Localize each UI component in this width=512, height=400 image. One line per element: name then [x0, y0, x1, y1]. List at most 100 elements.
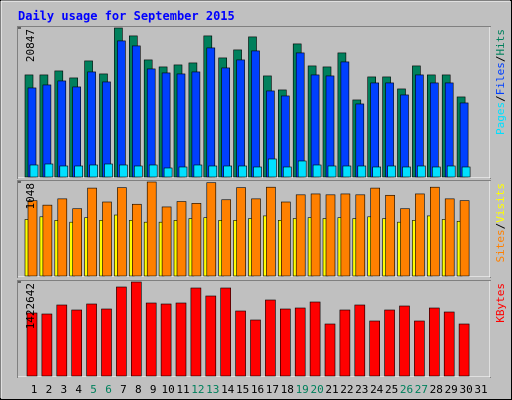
y-tick-label: 1048	[24, 183, 37, 210]
x-tick-label: 10	[161, 383, 174, 396]
bar	[446, 165, 456, 178]
bar	[282, 166, 292, 178]
bar	[146, 68, 156, 178]
bar	[279, 308, 291, 377]
legend-separator: /	[494, 95, 507, 102]
legend-entry: Files	[494, 62, 507, 95]
bar	[355, 194, 366, 277]
bar	[459, 200, 470, 277]
bar	[414, 320, 425, 377]
bar	[102, 201, 112, 277]
bar	[251, 50, 260, 178]
y-tick-label: 20847	[24, 29, 37, 62]
bar	[57, 198, 68, 277]
x-tick-label: 9	[150, 383, 157, 396]
x-tick-label: 24	[370, 383, 384, 396]
bar	[266, 186, 276, 277]
bar	[191, 203, 202, 277]
x-tick-label: 18	[281, 383, 294, 396]
bar	[132, 45, 141, 178]
x-tick-label: 21	[325, 383, 338, 396]
x-tick-label: 7	[120, 383, 127, 396]
legend-entry: Visits	[494, 183, 507, 223]
bar	[238, 165, 247, 178]
bar	[206, 182, 217, 277]
bar	[102, 81, 111, 178]
x-tick-label: 4	[75, 383, 82, 396]
bar	[280, 201, 291, 277]
bar	[236, 59, 245, 178]
bar	[59, 165, 69, 178]
bar	[431, 166, 441, 178]
bar	[428, 307, 440, 377]
bar	[208, 165, 218, 178]
x-tick-label: 28	[430, 383, 443, 396]
bar	[101, 308, 112, 377]
bar	[415, 74, 424, 178]
bar	[325, 75, 335, 178]
bar	[354, 304, 366, 377]
x-tick-label: 1	[31, 383, 38, 396]
bar	[417, 165, 426, 178]
bar	[191, 71, 201, 178]
x-tick-label: 30	[459, 383, 472, 396]
x-tick-label: 11	[176, 383, 189, 396]
bar	[294, 307, 306, 377]
bar	[400, 94, 409, 178]
x-tick-label: 3	[60, 383, 67, 396]
bar	[175, 302, 187, 377]
bar	[415, 193, 425, 277]
x-tick-label: 17	[266, 383, 279, 396]
bar	[309, 301, 321, 377]
bar	[444, 82, 454, 178]
bar	[86, 303, 97, 377]
bar	[297, 160, 307, 178]
bar	[148, 164, 158, 178]
bar	[325, 194, 336, 277]
bar	[223, 165, 232, 178]
bar	[220, 287, 231, 377]
bar	[117, 187, 127, 277]
bar	[146, 181, 157, 277]
bar	[163, 167, 173, 178]
bar	[458, 323, 470, 377]
bar	[87, 187, 97, 277]
bar	[161, 206, 172, 277]
bar	[370, 82, 380, 178]
bar	[268, 158, 277, 178]
x-tick-label: 16	[251, 383, 264, 396]
bar	[310, 193, 321, 277]
x-tick-label: 31	[474, 383, 487, 396]
bar	[26, 312, 38, 377]
x-tick-label: 27	[415, 383, 428, 396]
bar	[369, 320, 381, 377]
x-tick-label: 26	[400, 383, 413, 396]
bar	[295, 194, 306, 277]
bar	[312, 164, 322, 178]
x-tick-label: 23	[355, 383, 368, 396]
legend-entry: Hits	[494, 29, 507, 56]
x-tick-label: 15	[236, 383, 249, 396]
bar	[385, 194, 395, 277]
bar	[42, 204, 53, 277]
bar	[44, 163, 54, 178]
bar	[72, 208, 82, 277]
bar	[41, 313, 53, 377]
bar	[235, 310, 246, 377]
bar	[340, 61, 350, 178]
bar	[119, 164, 128, 178]
bar	[265, 299, 276, 377]
bar	[117, 40, 126, 178]
legend-entry: Sites	[494, 229, 507, 262]
bar	[71, 309, 82, 377]
legend-separator: /	[494, 223, 507, 230]
bar	[29, 164, 39, 178]
bar	[399, 305, 410, 377]
bar	[205, 295, 217, 377]
bar	[340, 193, 351, 277]
x-tick-label: 8	[135, 383, 142, 396]
x-tick-label: 12	[191, 383, 204, 396]
bar	[221, 199, 231, 277]
bar	[324, 323, 336, 377]
